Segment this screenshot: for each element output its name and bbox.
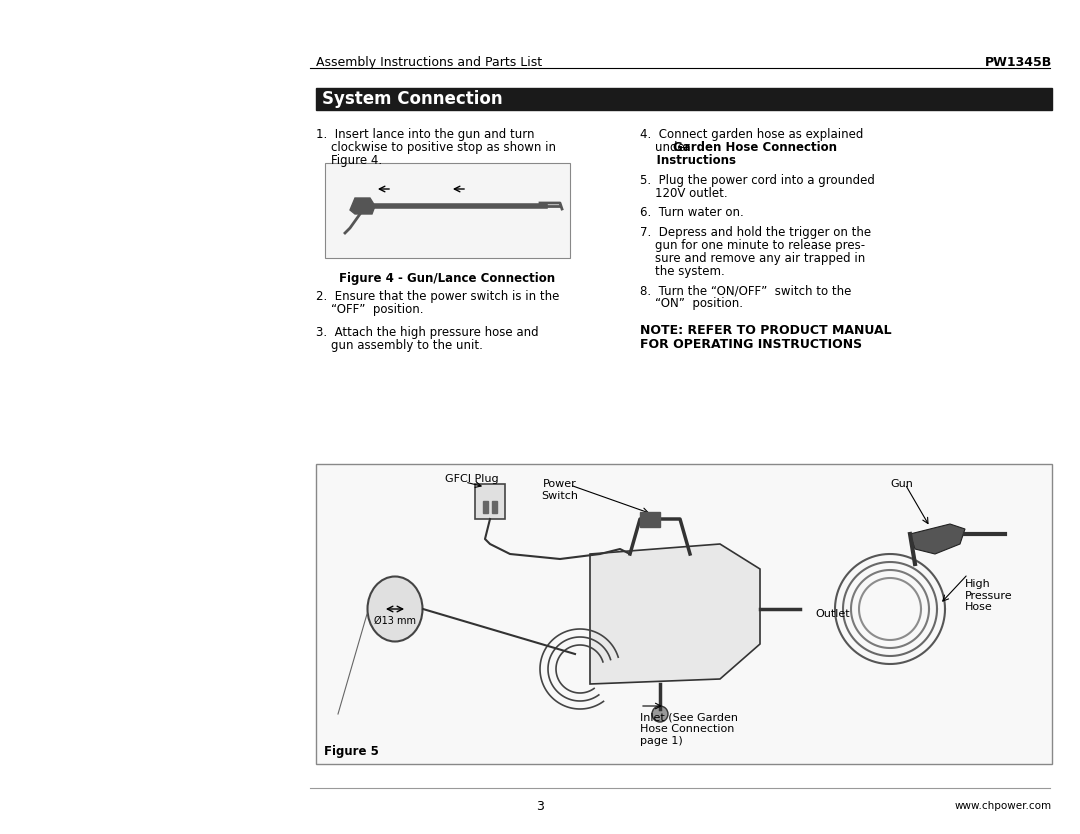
Text: 8.  Turn the “ON/OFF”  switch to the: 8. Turn the “ON/OFF” switch to the — [640, 284, 851, 297]
Text: 1.  Insert lance into the gun and turn: 1. Insert lance into the gun and turn — [316, 128, 535, 141]
Text: High
Pressure
Hose: High Pressure Hose — [966, 579, 1013, 612]
Ellipse shape — [367, 576, 422, 641]
Text: PW1345B: PW1345B — [985, 56, 1052, 68]
Text: Figure 5: Figure 5 — [324, 746, 379, 758]
Text: Instructions: Instructions — [640, 154, 735, 167]
Text: sure and remove any air trapped in: sure and remove any air trapped in — [640, 252, 865, 265]
Text: Gun: Gun — [890, 479, 913, 489]
Text: 2.  Ensure that the power switch is in the: 2. Ensure that the power switch is in th… — [316, 290, 559, 303]
Text: 3: 3 — [536, 800, 544, 812]
Text: “ON”  position.: “ON” position. — [640, 297, 743, 310]
Bar — [316, 464, 1052, 764]
Bar — [475, 484, 505, 519]
Bar — [492, 501, 497, 513]
Text: 4.  Connect garden hose as explained: 4. Connect garden hose as explained — [640, 128, 863, 141]
Text: gun for one minute to release pres-: gun for one minute to release pres- — [640, 239, 865, 252]
Text: .: . — [698, 154, 702, 167]
Polygon shape — [910, 524, 966, 554]
Text: page 1): page 1) — [640, 736, 683, 746]
Text: gun assembly to the unit.: gun assembly to the unit. — [316, 339, 483, 352]
Text: 120V outlet.: 120V outlet. — [640, 187, 728, 200]
Text: “OFF”  position.: “OFF” position. — [316, 303, 423, 316]
Text: Hose Connection: Hose Connection — [640, 724, 734, 734]
Text: Garden Hose Connection: Garden Hose Connection — [673, 141, 837, 154]
Text: under: under — [640, 141, 693, 154]
Bar — [640, 512, 660, 527]
Text: 6.  Turn water on.: 6. Turn water on. — [640, 206, 744, 219]
Text: Power
Switch: Power Switch — [541, 479, 579, 500]
Text: the system.: the system. — [640, 265, 725, 278]
Text: System Connection: System Connection — [322, 90, 502, 108]
Text: clockwise to positive stop as shown in: clockwise to positive stop as shown in — [316, 141, 556, 154]
Polygon shape — [590, 544, 760, 684]
Text: www.chpower.com: www.chpower.com — [955, 801, 1052, 811]
Text: Inlet (See Garden: Inlet (See Garden — [640, 712, 738, 722]
Bar — [483, 501, 488, 513]
Text: Assembly Instructions and Parts List: Assembly Instructions and Parts List — [316, 56, 542, 68]
Bar — [325, 163, 570, 258]
Text: Ø13 mm: Ø13 mm — [374, 616, 416, 626]
Text: 7.  Depress and hold the trigger on the: 7. Depress and hold the trigger on the — [640, 226, 872, 239]
Text: Outlet: Outlet — [815, 609, 850, 619]
Bar — [316, 88, 1052, 110]
Text: 3.  Attach the high pressure hose and: 3. Attach the high pressure hose and — [316, 326, 539, 339]
Text: FOR OPERATING INSTRUCTIONS: FOR OPERATING INSTRUCTIONS — [640, 338, 862, 351]
Text: NOTE: REFER TO PRODUCT MANUAL: NOTE: REFER TO PRODUCT MANUAL — [640, 324, 892, 337]
Circle shape — [652, 706, 669, 722]
Text: Figure 4 - Gun/Lance Connection: Figure 4 - Gun/Lance Connection — [339, 272, 555, 285]
Text: GFCI Plug: GFCI Plug — [445, 474, 499, 484]
Text: 5.  Plug the power cord into a grounded: 5. Plug the power cord into a grounded — [640, 174, 875, 187]
Text: Figure 4.: Figure 4. — [316, 154, 382, 167]
Polygon shape — [350, 198, 375, 214]
